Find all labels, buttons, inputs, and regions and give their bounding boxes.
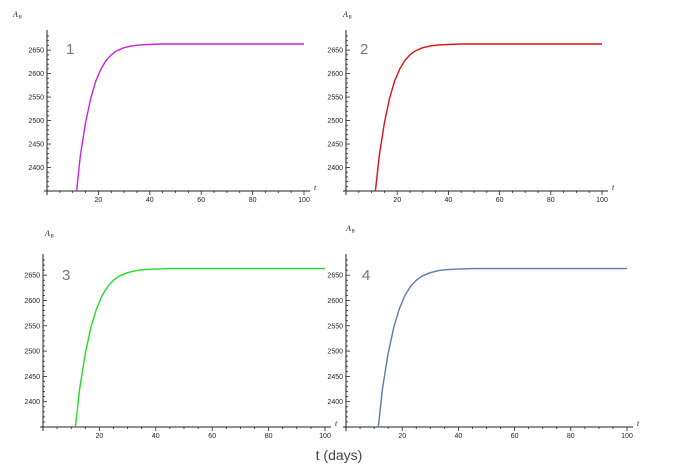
x-tick-label: 60 bbox=[511, 433, 519, 440]
chart-panel-4: 2400 2450 2500 2550 2600 2650 20 40 60 80 100 A Bt 4 bbox=[327, 224, 640, 440]
y-tick-label: 2550 bbox=[24, 323, 40, 330]
x-tick-label: 80 bbox=[567, 433, 575, 440]
y-axis-label-subscript: B bbox=[349, 16, 352, 21]
x-tick-label: 40 bbox=[455, 433, 463, 440]
y-tick-label: 2550 bbox=[327, 95, 343, 102]
y-tick-label: 2600 bbox=[327, 71, 343, 78]
y-axis-label-subscript: B bbox=[19, 16, 22, 21]
chart-panel-3: 2400 2450 2500 2550 2600 2650 20 40 60 80 100 A Bt 3 bbox=[24, 229, 338, 440]
y-tick-label: 2600 bbox=[28, 71, 44, 78]
x-tick-label: 100 bbox=[319, 433, 331, 440]
y-tick-label: 2450 bbox=[24, 374, 40, 381]
y-tick-label: 2650 bbox=[28, 48, 44, 55]
panel-number: 4 bbox=[362, 267, 370, 284]
y-tick-label: 2400 bbox=[327, 165, 343, 172]
panel-number: 3 bbox=[62, 267, 70, 284]
x-tick-label: 60 bbox=[496, 197, 504, 204]
x-tick-label: 100 bbox=[596, 197, 608, 204]
shared-x-axis-title: t (days) bbox=[316, 447, 363, 463]
x-tick-label: 20 bbox=[393, 197, 401, 204]
y-tick-label: 2650 bbox=[327, 48, 343, 55]
y-axis-label-subscript: B bbox=[51, 235, 54, 240]
x-tick-label: 80 bbox=[547, 197, 555, 204]
x-tick-label: 60 bbox=[208, 433, 216, 440]
series-line bbox=[374, 43, 602, 192]
chart-panel-1: 2400 2450 2500 2550 2600 2650 20 40 60 80 100 A Bt 1 bbox=[12, 10, 317, 204]
y-axis-label: A bbox=[44, 229, 50, 238]
x-tick-label: 40 bbox=[152, 433, 160, 440]
y-tick-label: 2600 bbox=[327, 298, 343, 305]
y-tick-label: 2650 bbox=[327, 273, 343, 280]
y-tick-label: 2550 bbox=[28, 95, 44, 102]
y-tick-label: 2450 bbox=[327, 374, 343, 381]
x-axis-label: t bbox=[335, 419, 338, 428]
x-axis-label: t bbox=[612, 183, 615, 192]
y-tick-label: 2550 bbox=[327, 323, 343, 330]
panel-number: 1 bbox=[66, 41, 74, 58]
y-axis-label: A bbox=[12, 10, 18, 19]
chart-panel-2: 2400 2450 2500 2550 2600 2650 20 40 60 80 100 A Bt 2 bbox=[327, 10, 615, 204]
x-tick-label: 100 bbox=[298, 197, 310, 204]
x-axis-label: t bbox=[637, 419, 640, 428]
x-tick-label: 60 bbox=[197, 197, 205, 204]
y-tick-label: 2400 bbox=[24, 399, 40, 406]
y-tick-label: 2500 bbox=[24, 349, 40, 356]
y-tick-label: 2450 bbox=[28, 142, 44, 149]
x-tick-label: 20 bbox=[96, 433, 104, 440]
series-line bbox=[377, 267, 627, 428]
y-tick-label: 2600 bbox=[24, 298, 40, 305]
x-tick-label: 20 bbox=[398, 433, 406, 440]
series-line bbox=[75, 43, 304, 192]
x-tick-label: 20 bbox=[95, 197, 103, 204]
y-axis-label: A bbox=[342, 10, 348, 19]
y-tick-label: 2500 bbox=[327, 118, 343, 125]
x-tick-label: 100 bbox=[621, 433, 633, 440]
x-tick-label: 40 bbox=[445, 197, 453, 204]
panel-number: 2 bbox=[360, 41, 368, 58]
x-tick-label: 80 bbox=[249, 197, 257, 204]
x-axis-label: t bbox=[314, 183, 317, 192]
y-tick-label: 2500 bbox=[327, 349, 343, 356]
y-axis-label-subscript: B bbox=[352, 230, 355, 235]
y-tick-label: 2500 bbox=[28, 118, 44, 125]
x-tick-label: 80 bbox=[265, 433, 273, 440]
y-tick-label: 2400 bbox=[28, 165, 44, 172]
y-tick-label: 2450 bbox=[327, 142, 343, 149]
series-line bbox=[74, 267, 325, 428]
x-tick-label: 40 bbox=[146, 197, 154, 204]
y-tick-label: 2650 bbox=[24, 273, 40, 280]
y-axis-label: A bbox=[345, 224, 351, 233]
y-tick-label: 2400 bbox=[327, 399, 343, 406]
